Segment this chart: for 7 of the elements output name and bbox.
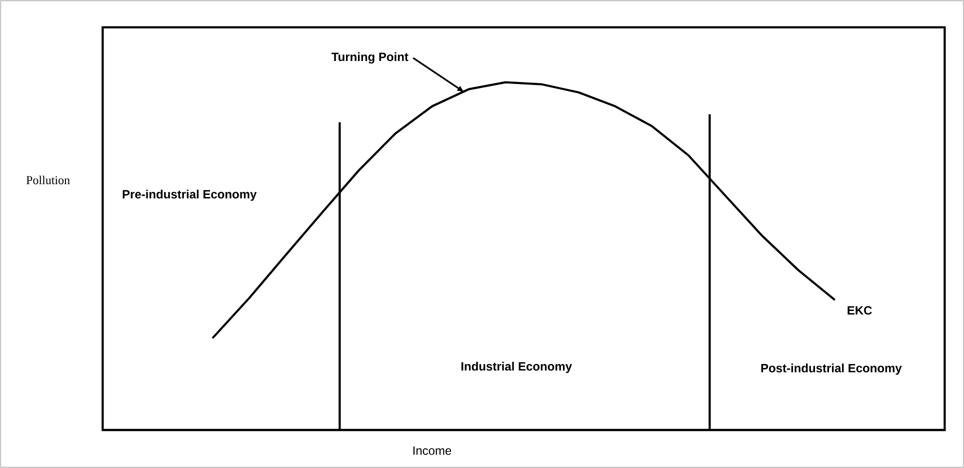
x-axis-title: Income [413, 446, 452, 455]
annotation: Industrial Economy [461, 362, 572, 373]
text: Turning Point [331, 52, 408, 64]
annotation: Post-industrial Economy [761, 364, 902, 375]
annotation: Pre-industrial Economy [122, 190, 257, 201]
series-label: EKC [848, 306, 872, 315]
y-axis-title: Pollution [26, 176, 70, 184]
